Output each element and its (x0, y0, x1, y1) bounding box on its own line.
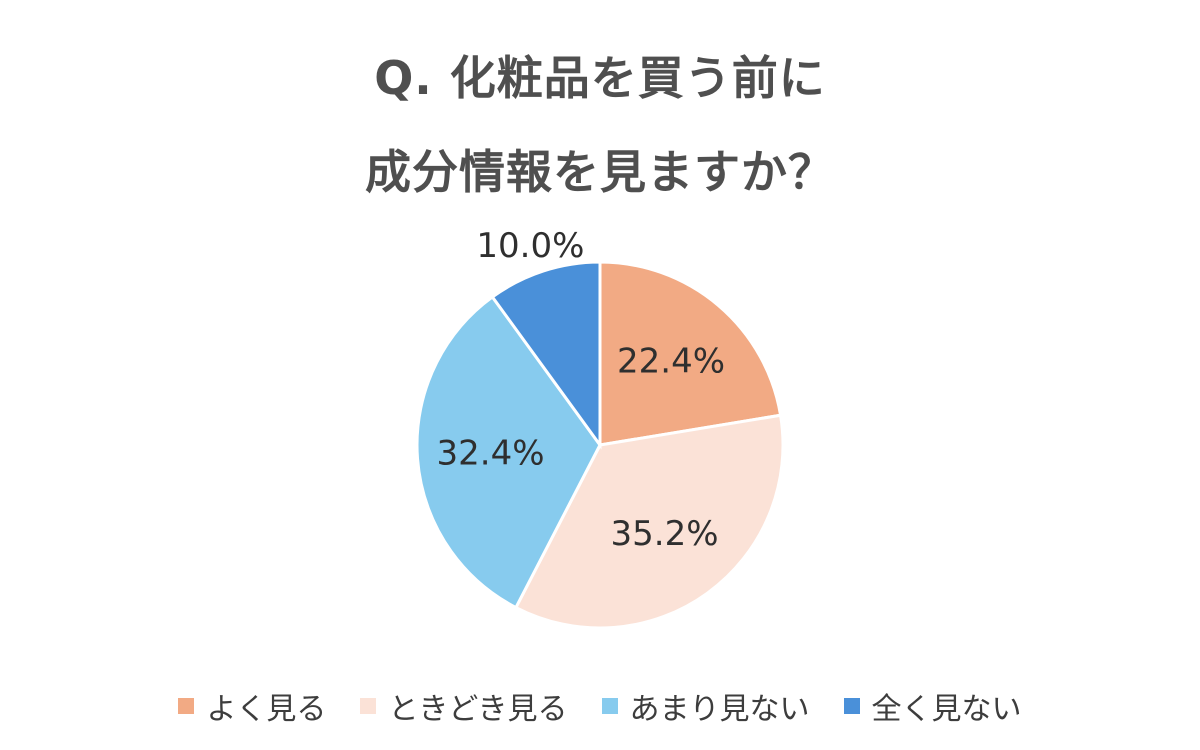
slice-data-label-1: 22.4% (617, 341, 725, 381)
legend-item-2: ときどき見る (360, 684, 568, 728)
legend-item-4: 全く見ない (843, 684, 1022, 728)
pie-slice-4 (490, 260, 602, 450)
slice-data-label-4: 10.0% (476, 226, 584, 266)
pie-slice-1 (598, 260, 783, 447)
legend-item-3: あまり見ない (601, 684, 810, 728)
legend-swatch (178, 698, 195, 714)
legend-swatch (360, 698, 377, 714)
slice-data-label-2: 35.2% (611, 514, 719, 554)
chart-title-line2: 成分情報を見ますか？ (365, 145, 835, 199)
legend-swatch (601, 698, 618, 714)
legend-label: あまり見ない (629, 692, 810, 727)
legend-label: よく見る (206, 692, 327, 727)
chart-title-line1: Q. 化粧品を買う前に (374, 51, 826, 105)
pie-slice-3 (415, 294, 602, 610)
legend-item-1: よく見る (178, 684, 326, 728)
pie-slice-2 (513, 413, 785, 630)
legend-label: 全く見ない (871, 692, 1022, 727)
chart-legend: よく見る ときどき見る あまり見ない 全く見ない (0, 684, 1200, 728)
legend-label: ときどき見る (388, 692, 568, 727)
legend-swatch (843, 698, 860, 714)
slice-data-label-3: 32.4% (437, 433, 545, 473)
